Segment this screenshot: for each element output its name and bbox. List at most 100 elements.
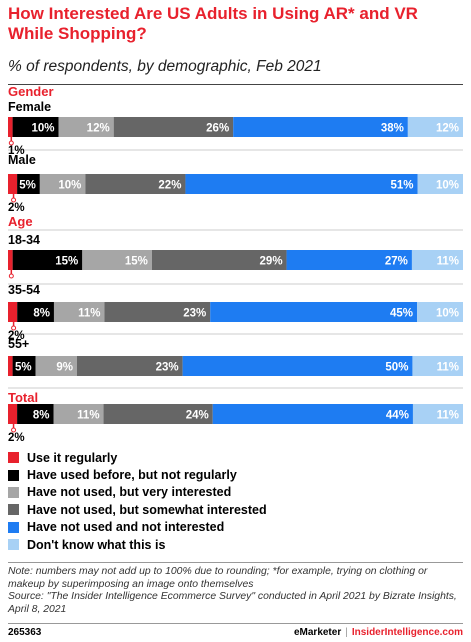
bar-segment xyxy=(8,250,13,270)
pin-dot xyxy=(11,325,17,331)
bar-segment xyxy=(82,250,152,270)
legend-item: Have used before, but not regularly xyxy=(8,466,267,483)
data-label: 8% xyxy=(33,308,50,320)
legend-item: Don't know what this is xyxy=(8,536,267,553)
title-divider xyxy=(8,84,463,85)
bar-segment xyxy=(407,117,463,137)
notes: Note: numbers may not add up to 100% due… xyxy=(8,566,464,616)
bar-segment xyxy=(12,250,83,270)
data-label: 11% xyxy=(437,256,459,268)
data-label: 5% xyxy=(15,362,32,374)
chart-subtitle: % of respondents, by demographic, Feb 20… xyxy=(8,58,322,75)
data-label: 12% xyxy=(87,123,110,135)
data-label: 38% xyxy=(381,123,404,135)
bar-segment xyxy=(417,302,463,322)
group-heading: Age xyxy=(8,214,33,229)
legend-swatch xyxy=(8,539,19,551)
data-label: 44% xyxy=(386,410,409,422)
data-label: 2% xyxy=(8,330,25,342)
data-label: 10% xyxy=(32,123,55,135)
bar-segment xyxy=(412,404,463,424)
stacked-bar-chart: Gender Age Total Female 1% 10% 12% 26% 38% 12% Mal… xyxy=(8,84,463,444)
brand-insiderintelligence: InsiderIntelligence.com xyxy=(351,627,463,638)
legend-label: Have not used and not interested xyxy=(27,520,225,535)
pin-dot xyxy=(8,140,14,146)
bar-segment xyxy=(17,302,54,322)
bar-segment xyxy=(113,117,234,137)
note-text: Note: numbers may not add up to 100% due… xyxy=(8,566,428,590)
legend-swatch xyxy=(8,452,19,464)
bar-segment xyxy=(8,356,13,376)
legend-label: Don't know what this is xyxy=(27,537,166,552)
legend-item: Have not used, but somewhat interested xyxy=(8,501,267,518)
bar-segment xyxy=(417,174,463,194)
data-label: 15% xyxy=(125,256,148,268)
data-label: 23% xyxy=(156,362,179,374)
legend-item: Have not used and not interested xyxy=(8,519,267,536)
bar-segment xyxy=(8,404,18,424)
data-label: 11% xyxy=(78,308,100,320)
data-label: 2% xyxy=(8,202,25,214)
bar-segment xyxy=(151,250,287,270)
source-text: Source: "The Insider Intelligence Ecomme… xyxy=(8,591,457,615)
category-label: Male xyxy=(8,153,36,167)
legend-swatch xyxy=(8,469,19,481)
legend-item: Use it regularly xyxy=(8,449,267,466)
data-label: 9% xyxy=(56,362,73,374)
data-label: 23% xyxy=(183,308,206,320)
legend-label: Use it regularly xyxy=(27,450,118,465)
data-label: 45% xyxy=(390,308,413,320)
bar-segment xyxy=(103,404,213,424)
bar-segment xyxy=(412,356,463,376)
legend-label: Have not used, but very interested xyxy=(27,485,232,500)
data-label: 15% xyxy=(55,256,78,268)
data-label: 29% xyxy=(260,256,283,268)
pin-dot xyxy=(11,427,17,433)
bar-segment xyxy=(286,250,412,270)
group-heading: Gender xyxy=(8,84,54,99)
bar-segment xyxy=(233,117,408,137)
data-label: 11% xyxy=(437,410,459,422)
bar-segment xyxy=(8,174,18,194)
data-label: 10% xyxy=(436,308,459,320)
chart-id: 265363 xyxy=(8,627,42,638)
data-label: 22% xyxy=(158,180,181,192)
data-label: 12% xyxy=(436,123,459,135)
legend-swatch xyxy=(8,504,19,516)
bar-segment xyxy=(53,404,104,424)
bar-segment xyxy=(104,302,211,322)
bar-segment xyxy=(8,117,13,137)
data-label: 2% xyxy=(8,432,25,444)
category-label: 55+ xyxy=(8,337,29,351)
legend-swatch xyxy=(8,486,19,498)
data-label: 26% xyxy=(206,123,229,135)
data-label: 11% xyxy=(77,410,99,422)
data-label: 5% xyxy=(19,180,36,192)
legend: Use it regularly Have used before, but n… xyxy=(8,449,267,553)
data-label: 51% xyxy=(390,180,413,192)
footer-divider xyxy=(8,623,463,624)
bar-segment xyxy=(210,302,418,322)
bar-segment xyxy=(411,250,463,270)
pin-dot xyxy=(11,197,17,203)
chart-title: How Interested Are US Adults in Using AR… xyxy=(8,4,418,43)
legend-item: Have not used, but very interested xyxy=(8,484,267,501)
legend-label: Have not used, but somewhat interested xyxy=(27,502,267,517)
bar-segment xyxy=(53,302,105,322)
data-label: 24% xyxy=(186,410,209,422)
bar-segment xyxy=(17,404,54,424)
data-label: 8% xyxy=(33,410,50,422)
bar-segment xyxy=(212,404,413,424)
note-divider xyxy=(8,562,463,563)
data-label: 11% xyxy=(437,362,459,374)
category-label: 18-34 xyxy=(8,233,40,247)
bar-segment xyxy=(39,174,86,194)
bar-segment xyxy=(12,117,59,137)
data-label: 27% xyxy=(385,256,408,268)
category-label: Female xyxy=(8,100,51,114)
legend-swatch xyxy=(8,521,19,533)
bar-segment xyxy=(182,356,413,376)
bar-segment xyxy=(76,356,183,376)
bar-segment xyxy=(185,174,418,194)
brand-emarketer: eMarketer xyxy=(293,627,342,638)
